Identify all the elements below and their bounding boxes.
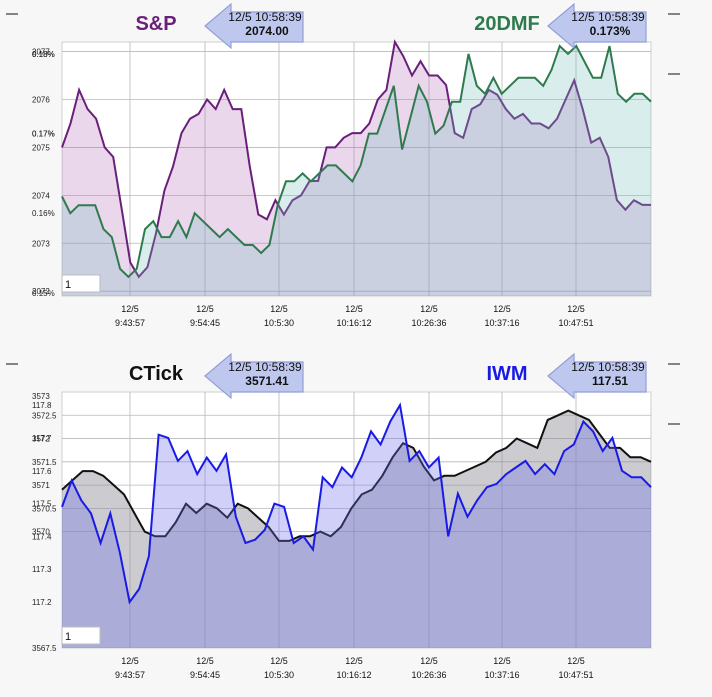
badge-value: 2074.00	[245, 24, 289, 38]
y-tick-label: 117.2	[32, 598, 52, 607]
series-line-sp	[61, 39, 651, 279]
x-tick-date: 12/5	[121, 304, 139, 314]
x-tick-date: 12/5	[345, 304, 363, 314]
x-tick-date: 12/5	[567, 656, 585, 666]
x-tick-time: 9:43:57	[115, 670, 145, 680]
y-tick-label: 117.4	[32, 532, 52, 541]
x-tick-time: 10:47:51	[558, 318, 593, 328]
x-tick-time: 10:26:36	[411, 318, 446, 328]
x-tick-date: 12/5	[270, 304, 288, 314]
left-arrow-badge-icon	[204, 352, 304, 400]
x-tick-time: 10:5:30	[264, 670, 294, 680]
y-tick-label: 117.6	[32, 467, 52, 476]
x-tick-time: 10:5:30	[264, 318, 294, 328]
badge-timestamp: 12/5 10:58:39	[571, 360, 645, 374]
y-tick-label: 3567.5	[32, 644, 57, 653]
series-title-20dmf: 20DMF	[474, 13, 540, 35]
y-tick-label: 0.16%	[32, 209, 55, 218]
x-tick-time: 10:16:12	[336, 670, 371, 680]
badge-timestamp: 12/5 10:58:39	[571, 10, 645, 24]
interval-input[interactable]	[61, 274, 101, 293]
y-tick-label: 3571.5	[32, 458, 57, 467]
x-tick-date: 12/5	[345, 656, 363, 666]
left-arrow-badge-icon	[547, 2, 647, 50]
y-tick-label: 0.18%	[32, 50, 55, 59]
y-tick-label: 0.18%	[32, 50, 55, 59]
series-title-iwm: IWM	[486, 363, 527, 385]
series-title-sp: S&P	[135, 13, 176, 35]
x-tick-time: 10:37:16	[484, 670, 519, 680]
interval-input-value: 1	[65, 279, 71, 291]
x-tick-time: 9:43:57	[115, 318, 145, 328]
interval-input[interactable]	[61, 626, 101, 645]
series-area-sp	[62, 42, 651, 296]
y-tick-label: 3573	[32, 392, 50, 401]
x-tick-date: 12/5	[493, 304, 511, 314]
y-tick-label: 2077	[32, 48, 50, 57]
badge-value: 117.51	[592, 374, 628, 388]
x-tick-time: 10:16:12	[336, 318, 371, 328]
series-line-iwm	[61, 402, 652, 605]
x-tick-date: 12/5	[196, 656, 214, 666]
chart-panel-bottom: 3573 3572.5 3572 3571.5 3571 3570.5 3570 3567.5…	[6, 352, 680, 680]
series-line-ctick	[61, 409, 652, 542]
y-tick-label: 3570	[32, 528, 50, 537]
plot-area	[61, 41, 652, 297]
y-tick-label: 3572.5	[32, 411, 57, 420]
series-area-iwm	[62, 405, 651, 648]
x-tick-date: 12/5	[420, 656, 438, 666]
x-tick-date: 12/5	[270, 656, 288, 666]
left-arrow-badge-icon	[547, 352, 647, 400]
y-tick-label: 3571	[32, 481, 50, 490]
y-tick-label: 2076	[32, 96, 50, 105]
x-tick-time: 10:47:51	[558, 670, 593, 680]
series-area-20dmf	[62, 46, 651, 296]
chart-panel-top: 2077207620752074207320720.18%0.18%0.17%0…	[6, 2, 680, 328]
badge-timestamp: 12/5 10:58:39	[228, 360, 302, 374]
left-arrow-badge-icon	[204, 2, 304, 50]
series-area-ctick	[62, 410, 651, 648]
y-tick-label: 3570.5	[32, 504, 57, 513]
y-tick-label: 117.8	[32, 401, 52, 410]
y-tick-label: 0.17%	[32, 130, 55, 139]
x-tick-time: 10:26:36	[411, 670, 446, 680]
y-tick-label: 0.15%	[32, 289, 55, 298]
x-tick-date: 12/5	[420, 304, 438, 314]
x-tick-time: 9:54:45	[190, 318, 220, 328]
interval-input-value: 1	[65, 631, 71, 643]
x-tick-date: 12/5	[567, 304, 585, 314]
x-tick-time: 9:54:45	[190, 670, 220, 680]
y-tick-label: 117.5	[32, 500, 52, 509]
badge-timestamp: 12/5 10:58:39	[228, 10, 302, 24]
x-tick-date: 12/5	[196, 304, 214, 314]
y-tick-label: 0.17%	[32, 130, 55, 139]
y-tick-label: 117.3	[32, 565, 52, 574]
y-tick-label: 2073	[32, 239, 50, 248]
y-tick-label: 2072	[32, 287, 50, 296]
y-tick-label: 3572	[32, 435, 50, 444]
badge-value: 3571.41	[245, 374, 289, 388]
x-tick-date: 12/5	[493, 656, 511, 666]
y-tick-label: 117.7	[32, 434, 52, 443]
value-badge-20dmf: 12/5 10:58:390.173%	[547, 2, 647, 50]
series-line-20dmf	[61, 44, 652, 279]
x-tick-time: 10:37:16	[484, 318, 519, 328]
series-title-ctick: CTick	[129, 363, 184, 385]
y-tick-label: 2074	[32, 191, 50, 200]
badge-value: 0.173%	[590, 24, 631, 38]
x-tick-date: 12/5	[121, 656, 139, 666]
y-tick-label: 2075	[32, 143, 50, 152]
